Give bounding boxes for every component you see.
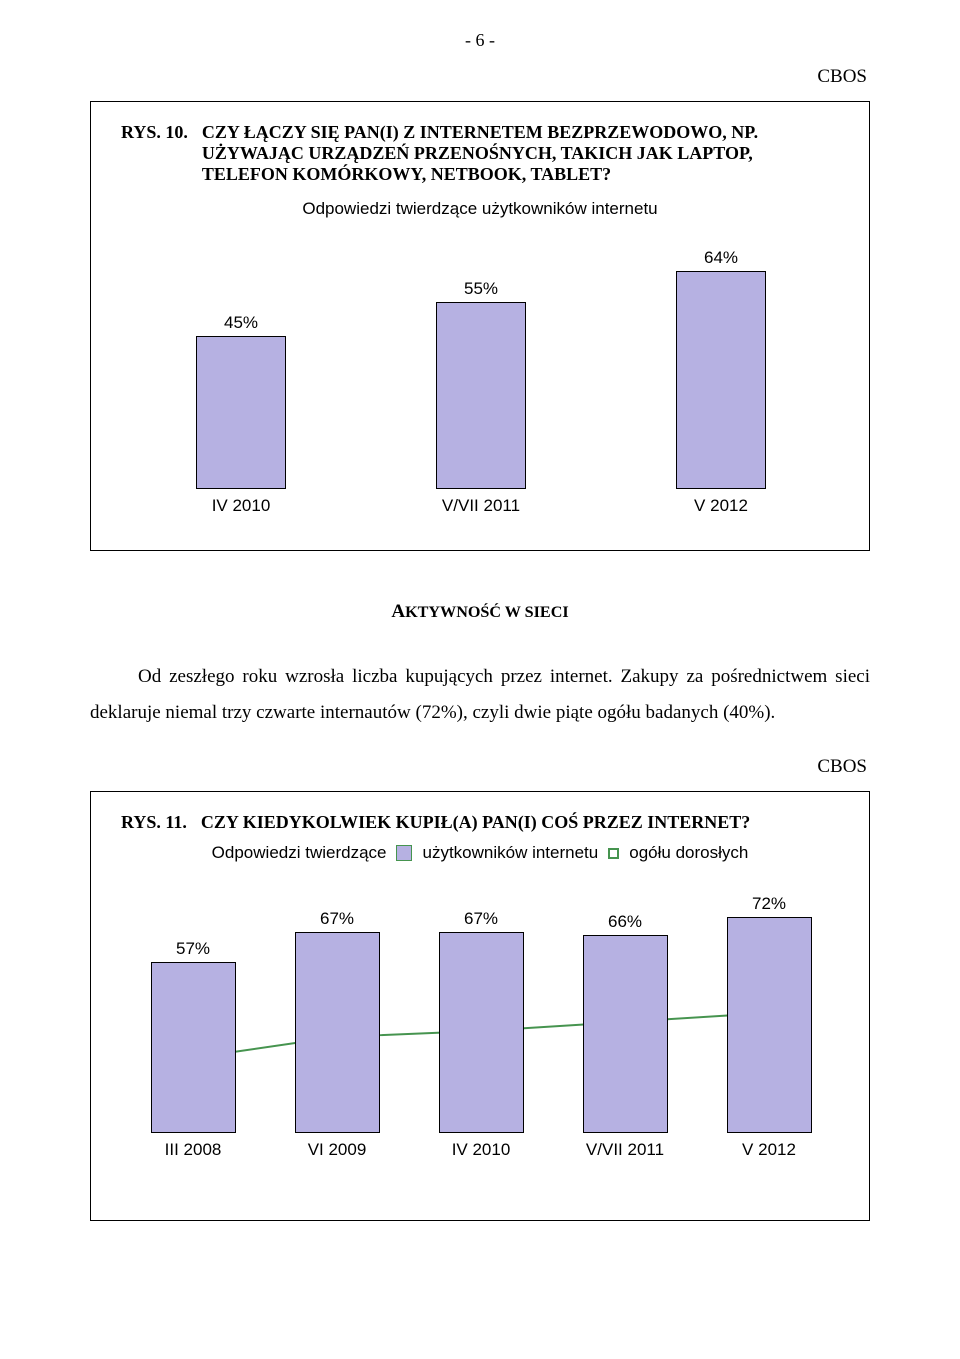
bar-value-label: 67% — [296, 909, 379, 929]
figure-11-title: RYS. 11. CZY KIEDYKOLWIEK KUPIŁ(A) PAN(I… — [121, 812, 839, 833]
bar-value-label: 57% — [152, 939, 235, 959]
figure-number: RYS. 10. — [121, 122, 188, 185]
bar-value-label: 72% — [728, 894, 811, 914]
bar-category-label: IV 2010 — [440, 1140, 523, 1160]
figure-question: CZY ŁĄCZY SIĘ PAN(I) Z INTERNETEM BEZPRZ… — [202, 122, 839, 185]
bar-category-label: V 2012 — [728, 1140, 811, 1160]
chart-2-legend: Odpowiedzi twierdzące użytkowników inter… — [121, 843, 839, 863]
bar-category-label: III 2008 — [152, 1140, 235, 1160]
cbos-label: CBOS — [813, 66, 871, 88]
bar-category-label: V/VII 2011 — [584, 1140, 667, 1160]
chart-2: 25%32%34%37%40% 57%III 200867%VI 200967%… — [121, 883, 839, 1163]
bar-value-label: 66% — [584, 912, 667, 932]
body-paragraph: Od zeszłego roku wzrosła liczba kupujący… — [90, 659, 870, 731]
figure-10-title: RYS. 10. CZY ŁĄCZY SIĘ PAN(I) Z INTERNET… — [121, 122, 839, 185]
cbos-label: CBOS — [813, 756, 871, 778]
chart2-bar: 67%VI 2009 — [295, 932, 380, 1133]
legend-line-label: ogółu dorosłych — [629, 843, 748, 863]
legend-prefix: Odpowiedzi twierdzące — [212, 843, 387, 863]
bar-category-label: V/VII 2011 — [437, 496, 525, 516]
figure-11-box: CBOS RYS. 11. CZY KIEDYKOLWIEK KUPIŁ(A) … — [90, 791, 870, 1221]
bar-value-label: 67% — [440, 909, 523, 929]
bar-value-label: 55% — [437, 279, 525, 299]
chart-1: 45%IV 201055%V/VII 201164%V 2012 — [121, 239, 839, 519]
figure-10-subtitle: Odpowiedzi twierdzące użytkowników inter… — [121, 199, 839, 219]
chart1-bar: 45%IV 2010 — [196, 336, 286, 489]
chart1-bar: 64%V 2012 — [676, 271, 766, 489]
chart2-bar: 67%IV 2010 — [439, 932, 524, 1133]
figure-10-box: CBOS RYS. 10. CZY ŁĄCZY SIĘ PAN(I) Z INT… — [90, 101, 870, 551]
bar-category-label: V 2012 — [677, 496, 765, 516]
chart2-bar: 72%V 2012 — [727, 917, 812, 1133]
section-heading: AKTYWNOŚĆ W SIECI — [90, 601, 870, 623]
bar-value-label: 45% — [197, 313, 285, 333]
legend-bar-label: użytkowników internetu — [422, 843, 598, 863]
legend-line-marker — [608, 848, 619, 859]
chart2-bar: 57%III 2008 — [151, 962, 236, 1133]
legend-bar-swatch — [396, 845, 412, 861]
page-number: - 6 - — [90, 30, 870, 51]
bar-category-label: VI 2009 — [296, 1140, 379, 1160]
bar-category-label: IV 2010 — [197, 496, 285, 516]
figure-question: CZY KIEDYKOLWIEK KUPIŁ(A) PAN(I) COŚ PRZ… — [201, 812, 750, 833]
figure-number: RYS. 11. — [121, 812, 187, 833]
bar-value-label: 64% — [677, 248, 765, 268]
chart2-bar: 66%V/VII 2011 — [583, 935, 668, 1133]
chart1-bar: 55%V/VII 2011 — [436, 302, 526, 489]
